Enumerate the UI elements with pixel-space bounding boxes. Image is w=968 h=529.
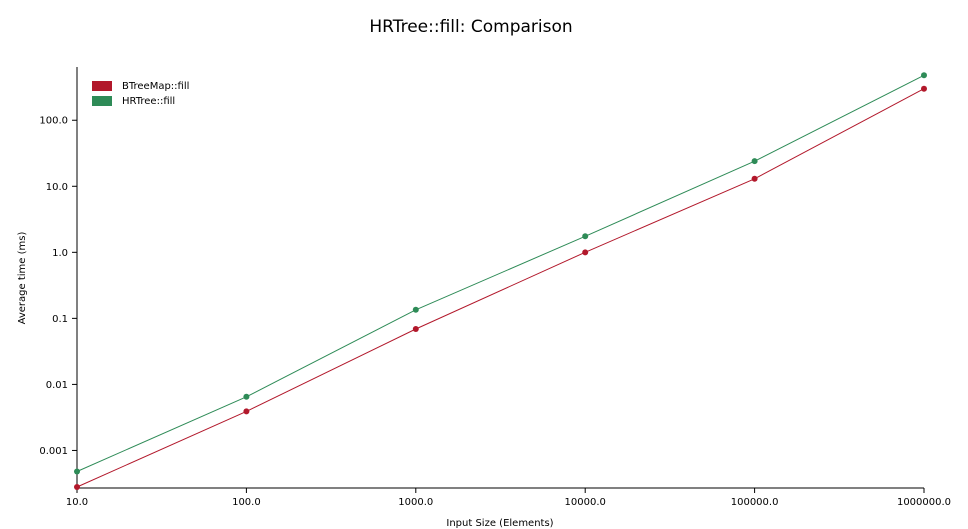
series-layer <box>74 72 927 490</box>
x-axis-label: Input Size (Elements) <box>446 518 553 529</box>
y-tick-label: 0.001 <box>39 446 68 457</box>
x-tick-label: 100000.0 <box>731 497 779 508</box>
data-point <box>921 72 927 79</box>
y-tick-label: 100.0 <box>39 116 68 127</box>
y-tick-label: 0.01 <box>46 380 68 391</box>
legend-label: BTreeMap::fill <box>122 81 189 92</box>
y-axis-label: Average time (ms) <box>17 232 28 325</box>
data-point <box>243 408 250 415</box>
data-point <box>751 175 758 182</box>
x-tick-label: 10.0 <box>66 497 88 508</box>
x-tick-label: 1000.0 <box>398 497 433 508</box>
data-point <box>582 249 589 256</box>
legend-swatch <box>92 96 112 106</box>
y-tick-label: 1.0 <box>52 248 68 259</box>
data-point <box>412 306 419 313</box>
legend-swatch <box>92 81 112 91</box>
data-point <box>74 468 80 475</box>
data-point <box>74 483 80 490</box>
data-point <box>412 326 419 333</box>
data-point <box>921 85 927 92</box>
data-point <box>582 233 589 240</box>
x-ticks: 10.0 100.0 1000.0 10000.0 100000.0 1000000.0 <box>66 488 951 508</box>
plot-area: 0.001 0.01 0.1 1.0 10.0 100.0 10.0 100.0 1000.0… <box>39 67 951 508</box>
x-tick-label: 100.0 <box>232 497 261 508</box>
series-line-0 <box>76 88 925 488</box>
y-tick-label: 10.0 <box>46 182 68 193</box>
data-point <box>243 393 250 400</box>
data-point <box>751 158 758 165</box>
chart-title: HRTree::fill: Comparison <box>369 17 572 37</box>
y-tick-label: 0.1 <box>52 314 68 325</box>
legend-label: HRTree::fill <box>122 96 175 107</box>
y-ticks: 0.001 0.01 0.1 1.0 10.0 100.0 <box>39 116 77 457</box>
x-tick-label: 1000000.0 <box>897 497 951 508</box>
x-tick-label: 10000.0 <box>565 497 606 508</box>
series-line-1 <box>76 74 925 472</box>
